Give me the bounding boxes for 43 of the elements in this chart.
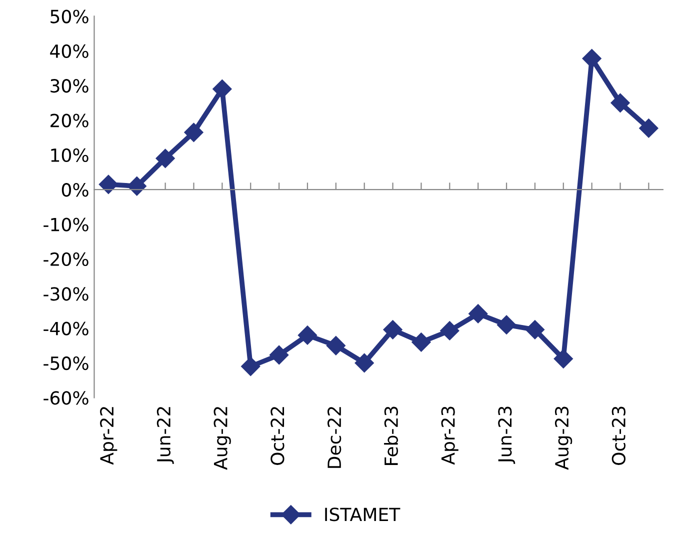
point: [184, 122, 204, 142]
y-tick-label: 0%: [62, 183, 88, 197]
x-tick-label: Apr-22: [100, 407, 118, 465]
y-tick-label: 40%: [50, 44, 88, 58]
x-tick-label: Oct-22: [270, 407, 284, 465]
point: [383, 320, 402, 340]
point: [298, 326, 318, 345]
y-tick-label: 10%: [51, 148, 88, 162]
point: [212, 80, 232, 99]
y-tick-label: 50%: [50, 10, 88, 24]
legend-label: ISTAMET: [325, 508, 400, 522]
x-tick-label: Oct-23: [612, 406, 626, 465]
x-tick-label: Jun-23: [498, 406, 516, 464]
point: [554, 349, 573, 368]
x-tick-label: Feb-23: [384, 406, 398, 465]
y-tick-label: -20%: [44, 252, 88, 266]
x-tick-label: Dec-22: [327, 407, 342, 468]
x-tick-label: Apr-23: [441, 406, 458, 465]
point: [440, 321, 460, 340]
x-tick-label: Jun-22: [156, 407, 174, 464]
x-tick-label: Aug-22: [214, 407, 231, 470]
point: [98, 174, 118, 194]
y-tick-label: -10%: [44, 218, 88, 232]
y-tick-label: -40%: [44, 322, 88, 336]
point: [270, 345, 289, 365]
y-tick-label: 30%: [50, 79, 88, 93]
point: [639, 118, 658, 138]
point: [241, 356, 260, 376]
point: [468, 304, 488, 324]
y-tick-label: 20%: [50, 114, 88, 128]
point: [610, 93, 630, 112]
point: [156, 148, 175, 168]
point: [354, 353, 374, 372]
point: [525, 320, 544, 340]
x-tick-label: Aug-23: [554, 406, 572, 470]
point: [412, 332, 431, 352]
point: [127, 176, 146, 196]
point: [326, 336, 346, 356]
y-tick-label: -50%: [44, 356, 88, 370]
y-tick-label: -30%: [44, 287, 88, 301]
point: [496, 315, 516, 334]
point: [582, 48, 602, 68]
y-tick-label: -60%: [44, 391, 88, 405]
